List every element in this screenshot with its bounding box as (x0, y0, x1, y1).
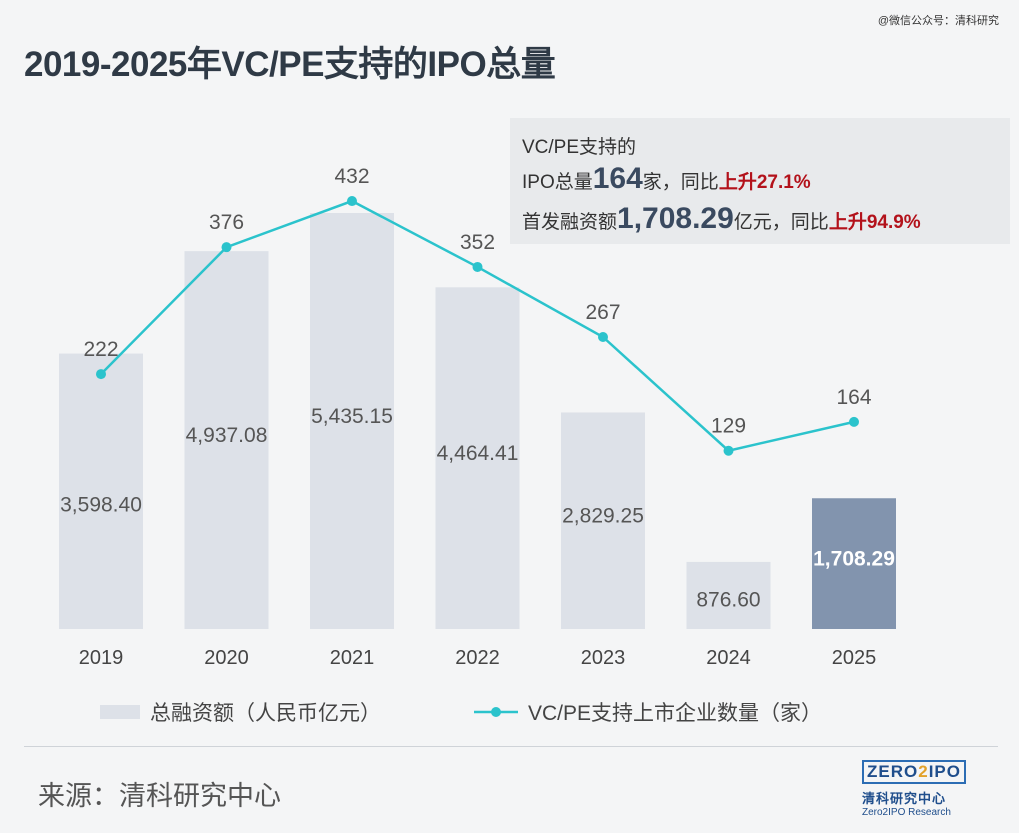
summary-ipo-label: IPO总量 (522, 172, 593, 193)
bar-2019 (59, 353, 143, 629)
ipo-count-label: 352 (460, 231, 495, 254)
x-tick-label: 2021 (330, 647, 375, 669)
bar-value-label: 2,829.25 (562, 505, 644, 528)
source-note: 来源：清科研究中心 (38, 781, 281, 811)
x-tick-label: 2023 (581, 647, 626, 669)
summary-amount-value: 1,708.29 (617, 202, 734, 235)
logo-cn: 清科研究中心 (862, 791, 947, 806)
legend-bar-label: 总融资额（人民币亿元） (150, 702, 381, 725)
logo-two: 2 (918, 762, 929, 781)
summary-line-2: IPO总量164家，同比上升27.1% (522, 162, 811, 196)
legend-bar-swatch (100, 705, 140, 719)
zero2ipo-logo: ZERO2IPO 清科研究中心 Zero2IPO Research (862, 760, 972, 818)
bar-2021 (310, 213, 394, 629)
summary-line-3: 首发融资额1,708.29亿元，同比上升94.9% (522, 202, 921, 236)
ipo-count-label: 129 (711, 415, 746, 438)
ipo-count-label: 222 (83, 338, 118, 361)
watermark: @微信公众号：清科研究 (877, 15, 999, 27)
bar-2024 (686, 561, 771, 629)
ipo-count-label: 267 (585, 301, 620, 324)
ipo-count-point (472, 261, 483, 272)
summary-ipo-mid: 家，同比 (642, 172, 719, 193)
logo-en: Zero2IPO Research (862, 807, 951, 818)
ipo-count-point (221, 242, 232, 253)
legend-line-marker (491, 707, 501, 717)
bar-2020 (184, 251, 269, 629)
bar-value-label: 1,708.29 (813, 548, 895, 571)
ipo-count-point (347, 196, 357, 207)
divider (24, 746, 998, 747)
bar-2025 (812, 498, 896, 629)
ipo-count-point (849, 416, 859, 427)
x-tick-label: 2024 (706, 647, 751, 669)
chart-canvas: 3,598.40 4,937.08 5,435.15 4,464.41 2,829.25… (59, 165, 896, 725)
chart-title: 2019-2025年VC/PE支持的IPO总量 (24, 45, 556, 84)
logo-wordmark: ZERO2IPO (862, 760, 966, 784)
ipo-count-label: 376 (209, 211, 244, 234)
logo-ipo: IPO (928, 762, 961, 781)
bar-value-label: 5,435.15 (311, 405, 393, 428)
summary-amount-change: 上升94.9% (828, 212, 921, 233)
ipo-count-label: 164 (836, 386, 871, 409)
x-tick-label: 2020 (204, 647, 249, 669)
ipo-count-label: 432 (334, 165, 369, 188)
x-tick-label: 2025 (832, 647, 877, 669)
summary-line-1: VC/PE支持的 (522, 137, 637, 158)
ipo-count-point (598, 331, 608, 342)
bar-2022 (435, 287, 520, 629)
bar-2023 (561, 412, 645, 629)
logo-zero: ZERO (867, 762, 919, 781)
summary-ipo-change: 上升27.1% (718, 172, 811, 193)
x-tick-label: 2022 (455, 647, 500, 669)
bar-value-label: 4,937.08 (186, 424, 268, 447)
summary-amount-label: 首发融资额 (522, 212, 618, 233)
summary-ipo-count: 164 (592, 162, 643, 195)
legend-line-label: VC/PE支持上市企业数量（家） (528, 702, 822, 725)
ipo-count-point (723, 445, 734, 456)
bar-value-label: 876.60 (696, 588, 760, 611)
bar-value-label: 3,598.40 (60, 493, 142, 516)
ipo-count-point (96, 369, 106, 380)
x-tick-label: 2019 (79, 647, 124, 669)
summary-amount-mid: 亿元，同比 (733, 212, 829, 233)
summary-box: VC/PE支持的 IPO总量164家，同比上升27.1% 首发融资额1,708.… (510, 118, 1010, 244)
bar-value-label: 4,464.41 (437, 442, 519, 465)
